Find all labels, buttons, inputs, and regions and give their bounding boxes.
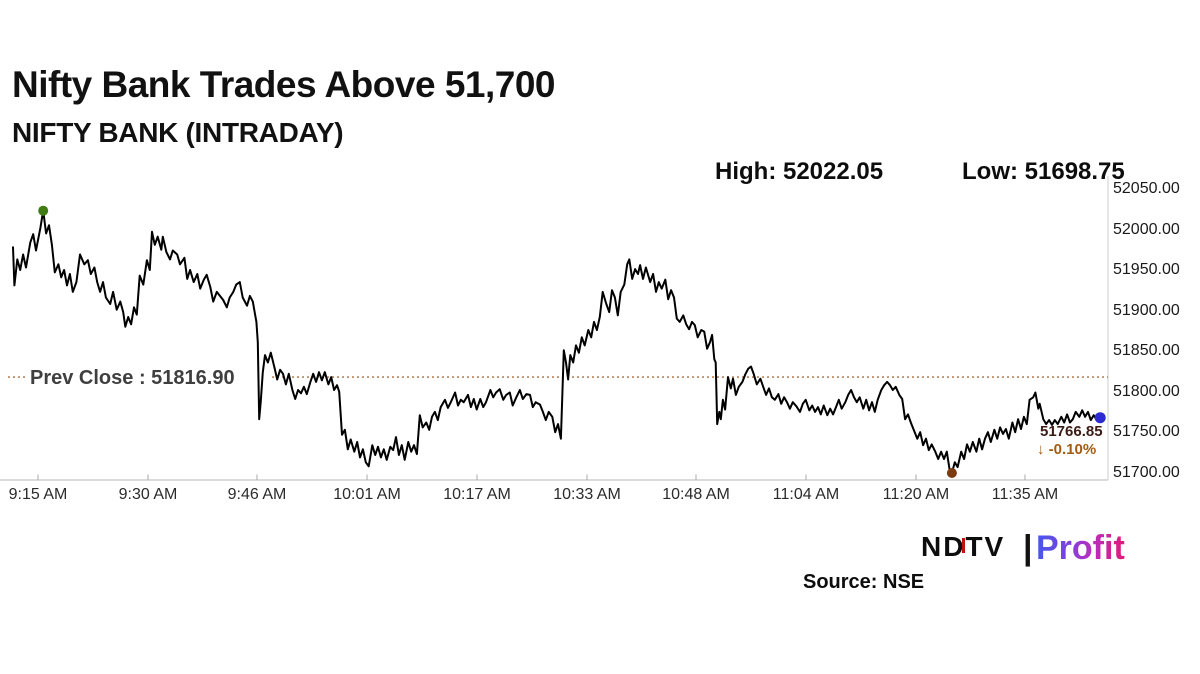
y-axis-tick-label: 51950.00 <box>1113 261 1180 279</box>
y-axis-tick-label: 51850.00 <box>1113 342 1180 360</box>
day-low-marker-dot <box>946 468 957 478</box>
logo-separator: | <box>1023 529 1033 567</box>
change-percent-label: ↓ -0.10% <box>1037 441 1097 458</box>
x-axis-tick-label: 11:20 AM <box>882 486 950 503</box>
y-axis-tick-label: 52000.00 <box>1113 220 1180 238</box>
day-high-marker-dot <box>38 205 49 216</box>
price-markers <box>38 205 1106 478</box>
x-axis-tick-label: 10:17 AM <box>443 486 511 503</box>
profit-logo: Profit <box>1036 529 1125 567</box>
ndtv-logo-red-accent <box>962 538 965 553</box>
x-axis-tick-label: 11:04 AM <box>772 486 840 503</box>
x-axis-tick-label: 10:33 AM <box>553 486 621 503</box>
last-price-label: 51766.85 <box>1040 423 1103 440</box>
chart-subtitle: NIFTY BANK (INTRADAY) <box>12 117 344 148</box>
y-axis-tick-label: 51750.00 <box>1113 423 1180 441</box>
x-axis-tick-label: 11:35 AM <box>991 486 1059 503</box>
y-axis-tick-label: 52050.00 <box>1113 180 1180 197</box>
last-price-marker-dot <box>1094 412 1106 424</box>
x-axis-tick-label: 10:48 AM <box>662 486 730 503</box>
y-axis-tick-label: 51900.00 <box>1113 301 1180 319</box>
source-label: Source: NSE <box>803 571 925 593</box>
x-axis-tick-label: 9:46 AM <box>227 486 287 503</box>
day-high-stat: High: 52022.05 <box>715 158 884 185</box>
prev-close-label: Prev Close : 51816.90 <box>30 367 235 389</box>
x-axis-tick-label: 9:30 AM <box>118 486 178 503</box>
y-axis-tick-label: 51800.00 <box>1113 382 1180 400</box>
price-line <box>12 209 1102 474</box>
page-title: Nifty Bank Trades Above 51,700 <box>12 64 555 105</box>
day-low-stat: Low: 51698.75 <box>962 158 1125 185</box>
x-axis-tick-label: 9:15 AM <box>8 486 68 503</box>
x-axis-ticks <box>37 474 1026 480</box>
x-axis-tick-label: 10:01 AM <box>333 486 401 503</box>
y-axis-tick-label: 51700.00 <box>1113 464 1180 481</box>
